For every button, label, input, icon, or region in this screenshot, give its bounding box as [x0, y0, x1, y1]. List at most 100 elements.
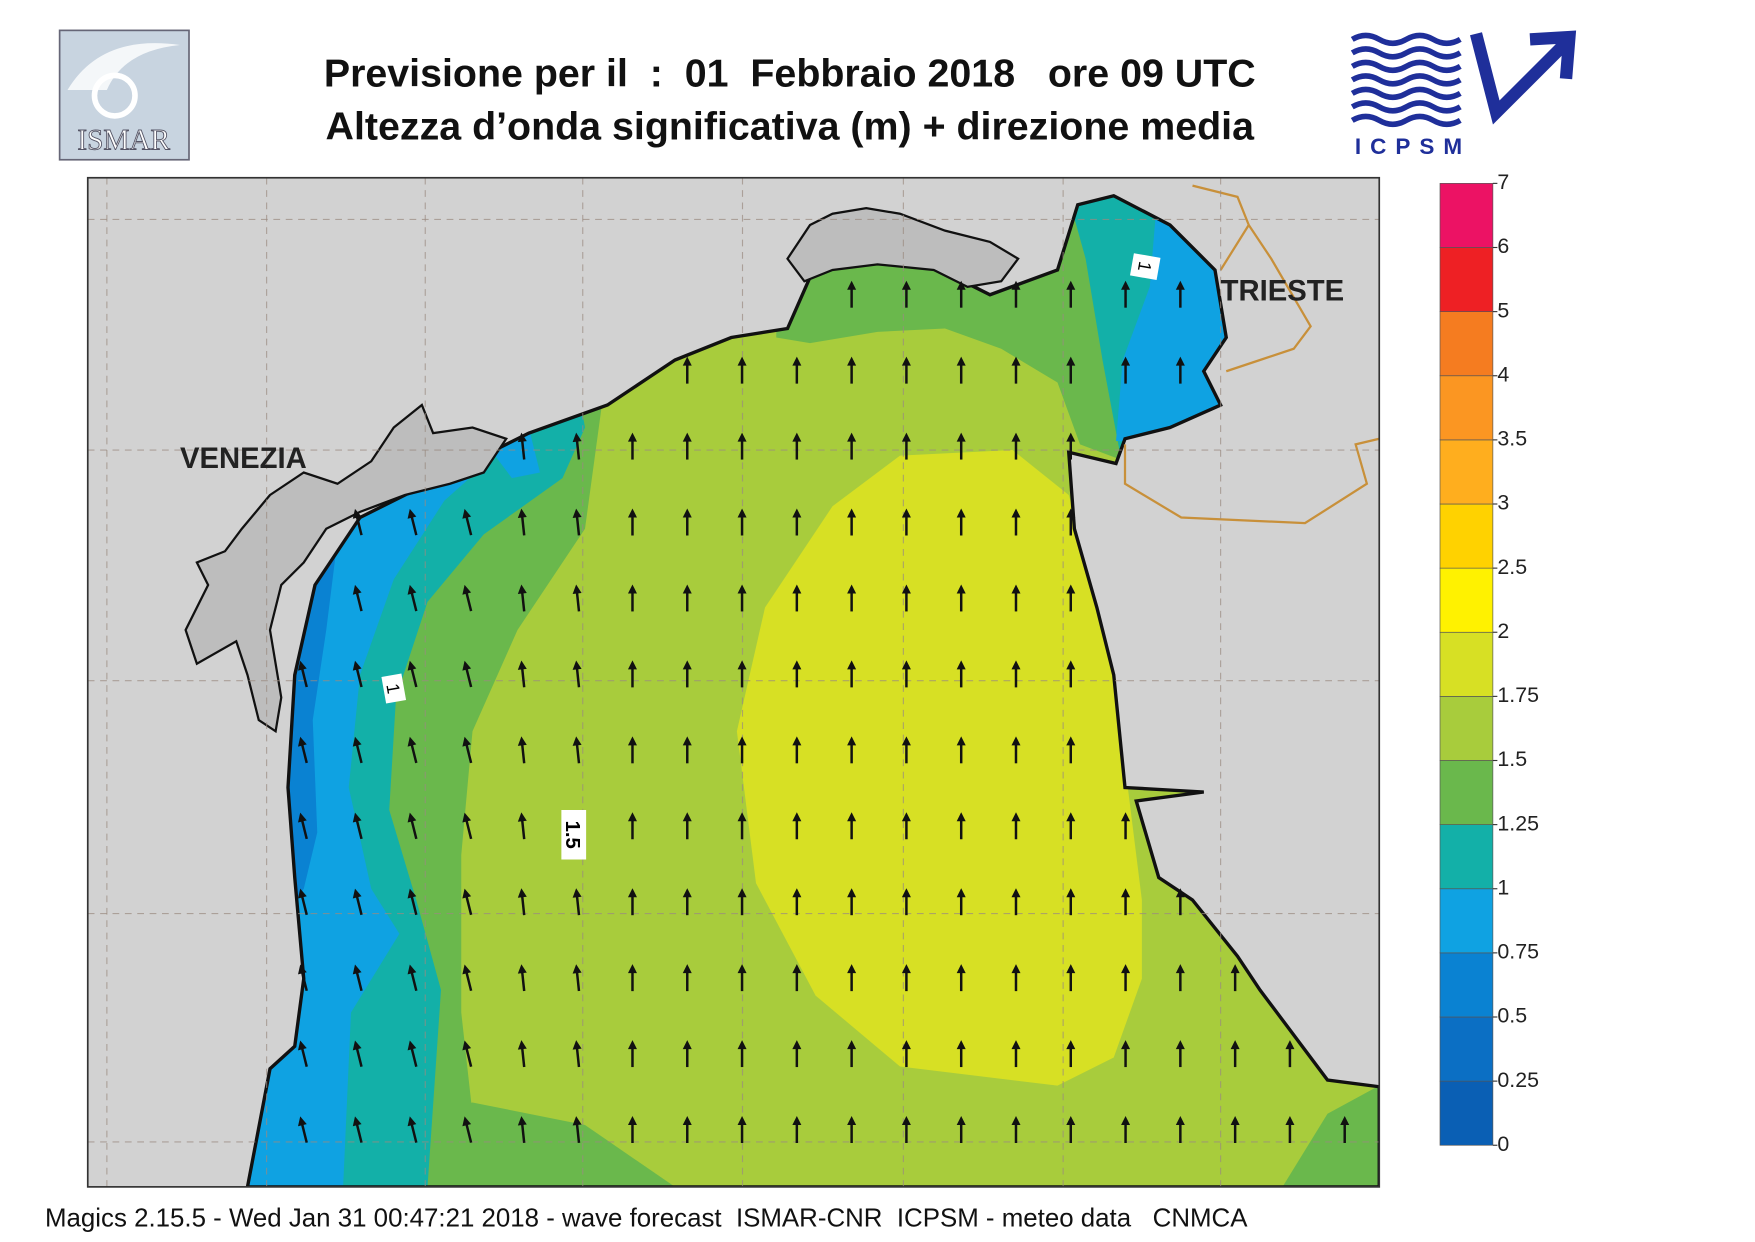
arrow-head [847, 584, 857, 594]
arrow-head [517, 1116, 527, 1126]
direction-arrow [792, 736, 802, 764]
direction-arrow [1285, 1116, 1295, 1143]
arrow-head [956, 1040, 966, 1050]
arrow-head [737, 508, 747, 518]
direction-arrow [956, 660, 966, 688]
arrow-head [1121, 280, 1131, 290]
direction-arrow [901, 356, 911, 384]
direction-arrow [1066, 660, 1076, 688]
arrow-head [627, 1040, 637, 1050]
arrow-head [1121, 888, 1131, 898]
colorbar-band [1439, 952, 1494, 1018]
arrow-head [682, 432, 692, 442]
direction-arrow [1121, 1040, 1131, 1068]
colorbar-band [1439, 1080, 1494, 1146]
direction-arrow [627, 888, 637, 916]
arrow-head [1066, 508, 1076, 518]
arrow-head [1121, 356, 1131, 366]
direction-arrow [737, 1116, 747, 1143]
arrow-head [1175, 1040, 1185, 1050]
direction-arrow [407, 1116, 418, 1143]
direction-arrow [1175, 888, 1185, 916]
arrow-head [682, 1040, 692, 1050]
arrow-head [407, 1116, 417, 1127]
colorbar-label: 2 [1497, 619, 1509, 643]
city-label: TRIESTE [1221, 275, 1345, 307]
direction-arrow [901, 280, 911, 308]
arrow-head [517, 508, 527, 519]
direction-arrow [517, 508, 527, 536]
arrow-head [572, 736, 582, 746]
direction-arrow [1066, 280, 1076, 308]
direction-arrow [298, 888, 308, 916]
direction-arrow [682, 508, 692, 536]
direction-arrow [1121, 888, 1131, 916]
arrow-head [1011, 280, 1021, 290]
arrow-head [737, 964, 747, 974]
direction-arrow [792, 660, 802, 688]
arrow-head [407, 964, 417, 975]
icpsm-logo: ICPSM [1350, 30, 1577, 159]
direction-arrow [572, 1040, 582, 1068]
direction-arrow [956, 1040, 966, 1068]
arrow-head [298, 1116, 307, 1127]
arrow-head [298, 1040, 307, 1051]
arrow-head [847, 508, 857, 518]
direction-arrow [792, 812, 802, 840]
arrow-head [572, 508, 582, 519]
direction-arrow [352, 1040, 363, 1067]
arrow-head [737, 584, 747, 594]
arrow-head [352, 508, 362, 519]
arrow-head [847, 356, 857, 366]
direction-arrow [352, 964, 363, 992]
direction-arrow [901, 812, 911, 840]
direction-arrow [517, 888, 527, 916]
direction-arrow [792, 888, 802, 916]
arrow-head [1121, 964, 1131, 974]
direction-arrow [1066, 508, 1076, 536]
arrow-head [792, 1116, 802, 1125]
direction-arrow [407, 736, 418, 764]
direction-arrow [847, 736, 857, 764]
direction-arrow [901, 964, 911, 992]
arrow-head [1285, 1040, 1295, 1050]
direction-arrow [352, 584, 363, 612]
direction-arrow [737, 888, 747, 916]
arrow-head [792, 432, 802, 442]
colorbar-band [1439, 183, 1494, 248]
direction-arrow [627, 660, 637, 688]
arrow-head [1011, 736, 1021, 746]
arrow-head [956, 964, 966, 974]
direction-arrow [1175, 964, 1185, 992]
direction-arrow [682, 1040, 692, 1068]
arrow-head [737, 356, 747, 366]
direction-arrow [1011, 508, 1021, 536]
colorbar-band [1439, 824, 1494, 890]
arrow-head [627, 584, 637, 594]
arrow-head [517, 812, 527, 822]
arrow-head [1011, 660, 1021, 670]
direction-arrow [517, 1040, 527, 1068]
arrow-head [901, 1116, 911, 1125]
arrow-head [407, 812, 417, 823]
direction-arrow [901, 888, 911, 916]
arrow-head [682, 356, 692, 366]
direction-arrow [956, 812, 966, 840]
direction-arrow [792, 964, 802, 992]
direction-arrow [517, 964, 527, 992]
arrow-head [1066, 1040, 1076, 1050]
arrow-head [956, 736, 966, 746]
direction-arrow [517, 1116, 527, 1144]
arrow-head [1175, 888, 1185, 898]
colorbar-label: 1.75 [1497, 683, 1539, 707]
direction-arrow [572, 1116, 582, 1144]
arrow-head [1175, 356, 1185, 366]
direction-arrow [956, 736, 966, 764]
arrow-head [1175, 280, 1185, 290]
direction-arrow [1066, 888, 1076, 916]
direction-arrow [1175, 356, 1185, 384]
colorbar-band [1439, 567, 1494, 633]
direction-arrow [572, 584, 582, 612]
arrow-head [847, 660, 857, 670]
arrow-head [572, 888, 582, 898]
